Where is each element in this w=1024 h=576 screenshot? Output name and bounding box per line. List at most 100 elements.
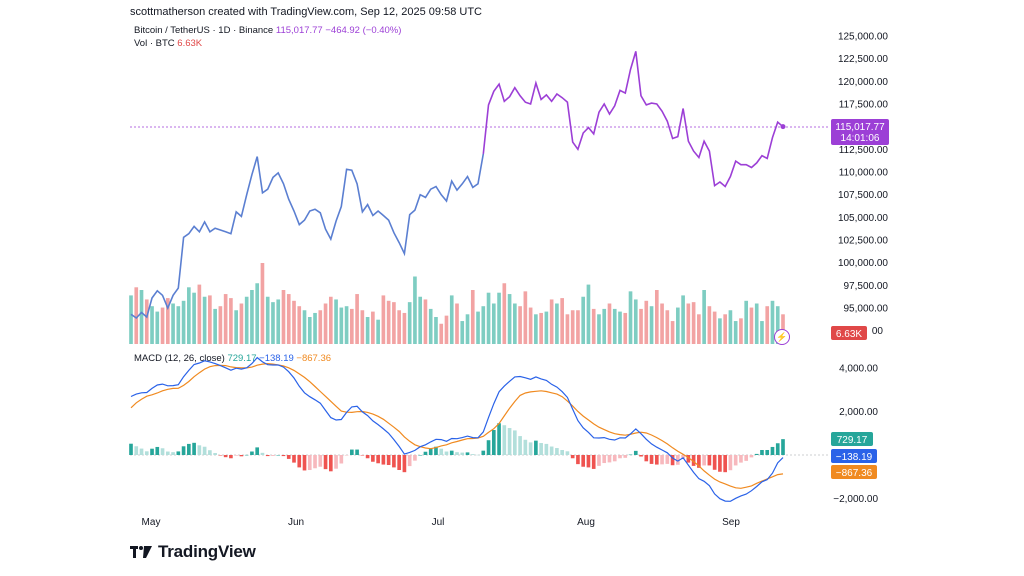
volume-bar <box>381 295 386 344</box>
volume-bar <box>213 308 217 344</box>
macd-hist-bar <box>544 443 549 455</box>
volume-bar <box>691 302 696 344</box>
volume-bar <box>654 290 659 344</box>
macd-hist-bar <box>176 451 181 455</box>
symbol-label: Bitcoin / TetherUS · 1D · Binance <box>134 25 274 36</box>
macd-hist-bar <box>586 455 591 468</box>
volume-bar <box>775 306 780 344</box>
macd-hist-bar <box>139 448 144 455</box>
volume-bar <box>360 310 365 344</box>
volume-bar <box>402 312 407 344</box>
macd-hist-bar <box>760 449 764 455</box>
lightning-icon[interactable]: ⚡ <box>774 329 790 345</box>
volume-bar <box>250 290 254 344</box>
macd-line <box>130 356 784 502</box>
macd-hist-bar <box>260 452 265 455</box>
macd-hist-bar <box>313 455 317 469</box>
macd-hist-bar <box>560 449 564 455</box>
volume-bar <box>528 307 533 344</box>
macd-hist-bar <box>407 455 412 467</box>
volume-bar <box>612 308 617 344</box>
macd-hist-bar <box>434 446 438 455</box>
volume-value: 6.63K <box>177 38 203 49</box>
macd-hist-badge-value: 729.17 <box>837 435 868 446</box>
volume-bar <box>271 302 275 344</box>
volume-bar <box>660 303 664 344</box>
macd-hist-bar <box>271 455 275 456</box>
volume-legend: Vol · BTC 6.63K <box>134 38 202 49</box>
macd-hist-bar <box>381 455 386 465</box>
volume-bar <box>339 307 344 344</box>
macd-hist-bar <box>397 455 401 471</box>
macd-hist-bar <box>581 455 586 467</box>
macd-hist-bar <box>460 452 465 455</box>
volume-bar <box>665 310 670 344</box>
volume-bar <box>744 300 749 344</box>
price-tick-label: 100,000.00 <box>838 258 888 269</box>
macd-hist-bar <box>549 446 554 455</box>
macd-hist-bar <box>728 455 733 471</box>
volume-bar <box>260 263 265 344</box>
macd-hist-bar <box>654 455 659 465</box>
macd-hist-bar <box>371 455 375 462</box>
volume-bar <box>397 310 401 344</box>
volume-bar <box>649 306 654 344</box>
volume-bar <box>581 296 586 344</box>
volume-bar <box>150 306 154 344</box>
volume-bar <box>244 296 249 344</box>
macd-hist-bar <box>250 451 254 455</box>
macd-hist-bar <box>386 455 391 466</box>
macd-hist-bar <box>497 423 501 455</box>
macd-hist-bar <box>781 439 785 455</box>
volume-bar <box>439 323 444 344</box>
macd-hist-bar <box>686 455 691 463</box>
macd-hist-bar <box>276 455 281 456</box>
macd-line-badge: −138.19 <box>831 449 877 463</box>
macd-hist-bar <box>565 451 570 455</box>
volume-bar <box>760 321 764 344</box>
volume-bar <box>187 287 191 344</box>
volume-bar <box>355 294 359 344</box>
time-tick-label: Aug <box>577 517 595 528</box>
volume-bar <box>234 310 238 344</box>
macd-hist-bar <box>155 446 160 455</box>
volume-bar <box>460 321 465 344</box>
macd-hist-bar <box>218 455 223 456</box>
macd-hist-bar <box>428 448 433 455</box>
volume-bar <box>160 307 165 344</box>
macd-hist-badge: 729.17 <box>831 432 873 446</box>
volume-bar <box>208 295 212 344</box>
price-change-value: −464.92 (−0.40%) <box>325 25 402 36</box>
volume-bar <box>670 321 675 344</box>
volume-bar <box>134 287 139 344</box>
volume-bar <box>513 303 517 344</box>
volume-bar <box>286 294 291 344</box>
price-tick-label: 110,000.00 <box>839 168 889 179</box>
volume-bar <box>633 299 638 344</box>
volume-bar <box>523 291 528 344</box>
macd-hist-bar <box>439 448 444 455</box>
volume-bar <box>313 312 317 344</box>
volume-bar <box>418 296 423 344</box>
volume-bars <box>129 263 785 344</box>
macd-hist-bar <box>281 455 286 457</box>
volume-bar <box>318 310 323 344</box>
macd-hist-bar <box>255 447 260 455</box>
volume-bar <box>371 311 375 344</box>
volume-bar <box>765 306 770 344</box>
macd-line-badge-value: −138.19 <box>836 452 873 463</box>
macd-hist-bar <box>355 449 359 455</box>
volume-bar <box>718 318 722 344</box>
volume-bar <box>628 291 633 344</box>
volume-bar <box>544 311 549 344</box>
macd-signal-line <box>130 362 784 489</box>
macd-hist-bar <box>660 455 664 465</box>
volume-bar <box>686 303 691 344</box>
macd-hist-bar <box>392 455 396 468</box>
price-badge-value: 115,017.77 <box>835 122 885 133</box>
time-tick-label: Sep <box>722 517 740 528</box>
macd-hist-bar <box>481 450 486 455</box>
macd-hist-bar <box>318 455 323 467</box>
macd-hist-bar <box>165 451 170 455</box>
